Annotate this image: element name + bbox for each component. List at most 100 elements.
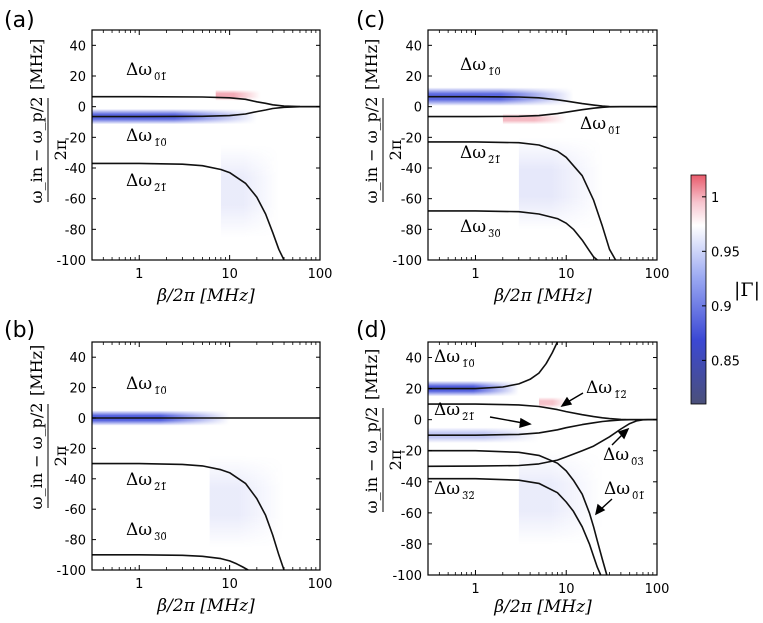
curve-dw03 bbox=[428, 418, 657, 468]
y-axis-numerator-d: ω_in − ω_p/2 bbox=[362, 407, 381, 514]
x-axis-title-c: β/2π [MHz] bbox=[493, 286, 592, 306]
annotation-base: Δω bbox=[126, 171, 152, 191]
y-tick-label: -20 bbox=[401, 445, 422, 460]
curve-dw32 bbox=[428, 449, 608, 575]
curves-b bbox=[92, 417, 320, 570]
annotation-base: Δω bbox=[126, 374, 152, 394]
heat-band-blue bbox=[220, 145, 279, 237]
curve-dw01 bbox=[428, 477, 602, 575]
plot-frame-d bbox=[427, 341, 658, 576]
annotation-base: Δω bbox=[460, 55, 486, 75]
y-axis-title-a: ω_in − ω_p/2 2π [MHz] bbox=[27, 39, 70, 204]
colorbar-label: |Γ| bbox=[734, 279, 760, 301]
y-tick-label: -40 bbox=[65, 473, 86, 488]
annotation-dw01-c: Δω 0̃1̃ bbox=[580, 114, 621, 137]
annotation-dw32-d: Δω 3̃2̃ bbox=[434, 479, 475, 502]
annotation-dw21-c: Δω 2̃1̃ bbox=[460, 143, 501, 166]
y-tick-label: -80 bbox=[65, 223, 86, 238]
panel-label-b: (b) bbox=[4, 318, 35, 343]
colorbar: 1 0.95 0.9 0.85 |Γ| bbox=[690, 174, 760, 405]
y-axis-title-d: ω_in − ω_p/2 2π [MHz] bbox=[362, 349, 405, 514]
annotation-sub: 0̃1̃ bbox=[632, 491, 645, 502]
x-tick-label: 10 bbox=[558, 267, 575, 282]
y-tick-label: 20 bbox=[405, 70, 422, 85]
x-tick-label: 100 bbox=[645, 582, 670, 597]
x-tick-label: 1 bbox=[471, 582, 479, 597]
y-axis-numerator-a: ω_in − ω_p/2 bbox=[27, 97, 46, 204]
annotation-base: Δω bbox=[126, 470, 152, 490]
y-tick-label: 40 bbox=[69, 39, 86, 54]
curve-dw21 bbox=[92, 462, 285, 570]
heatmap-c bbox=[428, 87, 603, 230]
y-axis-denominator-b: 2π bbox=[51, 446, 70, 467]
colorbar-tick-label: 0.85 bbox=[711, 354, 740, 369]
x-axis-title-b: β/2π [MHz] bbox=[156, 596, 255, 616]
curves-a bbox=[92, 95, 320, 260]
plot-frame-b bbox=[91, 341, 321, 571]
curve-dw30 bbox=[92, 554, 249, 570]
arrow-head-dw03 bbox=[617, 427, 630, 440]
y-axis-unit-b: [MHz] bbox=[27, 345, 46, 396]
y-tick-label: 0 bbox=[78, 101, 86, 116]
annotation-dw21-a: Δω 2̃1̃ bbox=[126, 171, 167, 194]
annotation-base: Δω bbox=[126, 60, 152, 80]
curve-dw21 bbox=[92, 162, 285, 260]
arrow-head-dw12 bbox=[560, 396, 573, 408]
annotation-sub: 0̃1̃ bbox=[154, 72, 167, 83]
arrow-dw21 bbox=[489, 416, 524, 424]
annotation-sub: 1̃0̃ bbox=[154, 138, 167, 149]
y-tick-label: -40 bbox=[65, 162, 86, 177]
curve-dw10 bbox=[428, 342, 559, 390]
y-tick-label: -80 bbox=[401, 223, 422, 238]
annotation-base: Δω bbox=[434, 347, 460, 367]
y-axis-denominator-c: 2π bbox=[386, 140, 405, 161]
y-axis-unit-a: [MHz] bbox=[27, 39, 46, 90]
annotation-dw21-d: Δω 2̃1̃ bbox=[434, 400, 475, 423]
x-tick-label: 100 bbox=[308, 577, 333, 592]
y-tick-label: 0 bbox=[414, 414, 422, 429]
x-tick-label: 10 bbox=[221, 267, 238, 282]
colorbar-ticks: 1 0.95 0.9 0.85 bbox=[702, 191, 740, 369]
x-axis-title-d: β/2π [MHz] bbox=[493, 597, 592, 617]
annotation-base: Δω bbox=[460, 143, 486, 163]
y-axis-denominator-a: 2π bbox=[51, 140, 70, 161]
curve-dw01 bbox=[428, 105, 657, 118]
x-tick-label: 10 bbox=[221, 577, 238, 592]
colorbar-tick-label: 1 bbox=[711, 191, 719, 206]
annotation-dw10-b: Δω 1̃0̃ bbox=[126, 374, 167, 397]
annotation-sub: 1̃2̃ bbox=[614, 390, 627, 401]
panel-a: (a) ω_in − ω_p/2 2π [MHz] -100-80-60-40-… bbox=[4, 8, 332, 306]
annotation-sub: 0̃1̃ bbox=[608, 126, 621, 137]
heat-band-red bbox=[502, 113, 567, 125]
y-tick-label: -40 bbox=[401, 162, 422, 177]
annotation-sub: 2̃1̃ bbox=[154, 482, 167, 493]
y-tick-label: 20 bbox=[405, 383, 422, 398]
annotation-sub: 1̃0̃ bbox=[154, 386, 167, 397]
y-tick-label: 0 bbox=[414, 101, 422, 116]
annotation-dw30-c: Δω 3̃0̃ bbox=[460, 217, 501, 240]
annotation-base: Δω bbox=[603, 445, 629, 465]
ticks-b: -100 -80 -60 -40 -20 0 20 40 1 10 100 bbox=[56, 342, 332, 592]
annotation-sub: 3̃0̃ bbox=[154, 532, 167, 543]
annotation-dw01-d: Δω 0̃1̃ bbox=[604, 479, 645, 502]
annotation-sub: 2̃1̃ bbox=[154, 183, 167, 194]
annotation-base: Δω bbox=[586, 378, 612, 398]
y-tick-label: -80 bbox=[401, 538, 422, 553]
plot-frame-a bbox=[91, 29, 321, 261]
y-tick-label: -100 bbox=[392, 254, 422, 269]
annotation-sub: 0̃3̃ bbox=[631, 457, 644, 468]
arrows-d bbox=[489, 392, 630, 516]
annotation-dw10-a: Δω 1̃0̃ bbox=[126, 126, 167, 149]
arrow-head-dw21 bbox=[519, 417, 532, 428]
y-axis-numerator-b: ω_in − ω_p/2 bbox=[27, 403, 46, 510]
annotation-dw10-d: Δω 1̃0̃ bbox=[434, 347, 475, 370]
x-tick-label: 100 bbox=[308, 267, 333, 282]
annotation-base: Δω bbox=[580, 114, 606, 134]
x-tick-label: 10 bbox=[558, 582, 575, 597]
annotation-base: Δω bbox=[126, 520, 152, 540]
annotation-sub: 2̃1̃ bbox=[462, 412, 475, 423]
panel-d: (d) ω_in − ω_p/2 2π [MHz] -100-80-60-40-… bbox=[356, 318, 669, 617]
y-tick-label: 40 bbox=[405, 39, 422, 54]
y-tick-label: -100 bbox=[392, 569, 422, 584]
